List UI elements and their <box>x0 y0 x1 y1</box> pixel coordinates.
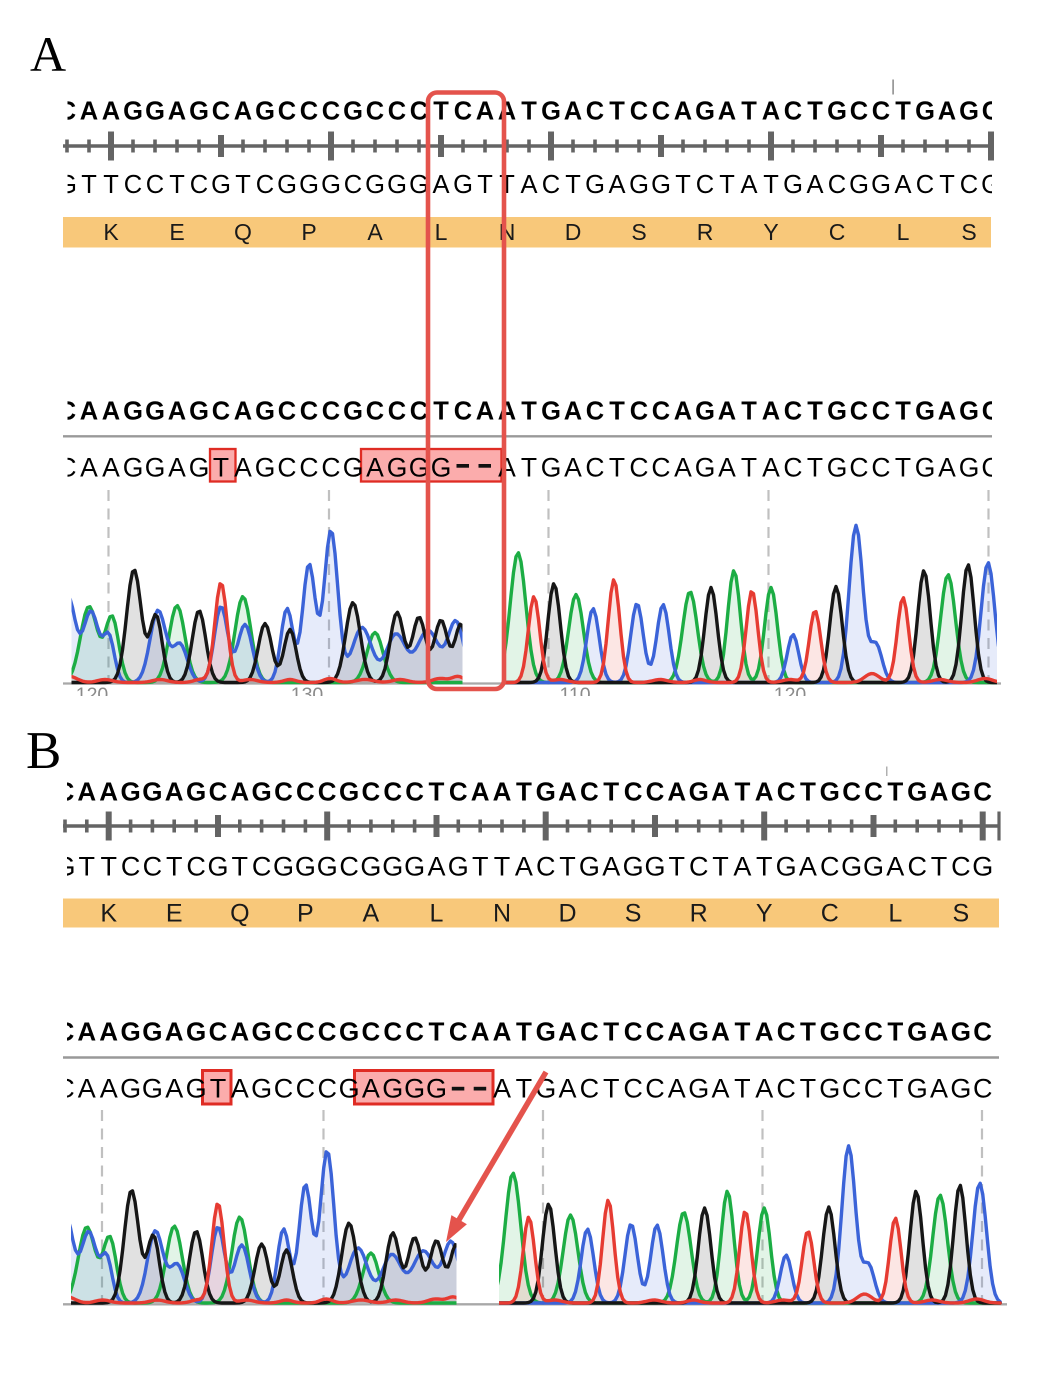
svg-text:GTTCCTCGTCGGGCGGGAGTTACTGAGGTC: GTTCCTCGTCGGGCGGGAGTTACTGAGGTCTATGACGGAC… <box>54 852 993 882</box>
svg-text:B: B <box>26 722 61 780</box>
svg-text:CAAGGAGCAGCCCGCCCTCAATGACTCCAG: CAAGGAGCAGCCCGCCCTCAATGACTCCAGATACTGCCTG… <box>58 398 1000 426</box>
svg-text:CAAGGAGCAGCCCGCCCTCAATGACTCCAG: CAAGGAGCAGCCCGCCCTCAATGACTCCAGATACTGCCTG… <box>58 98 1000 126</box>
svg-text:CAAGGAGCAGCCCGCCCTCAATGACTCCAG: CAAGGAGCAGCCCGCCCTCAATGACTCCAGATACTGCCTG… <box>56 1017 993 1047</box>
svg-text:CAAGGAGCAGCCCGCCCTCAATGACTCCAG: CAAGGAGCAGCCCGCCCTCAATGACTCCAGATACTGCCTG… <box>56 777 993 807</box>
svg-text:A: A <box>30 26 66 82</box>
svg-text:GTTCCTCGTCGGGCGGGAGTTACTGAGGTC: GTTCCTCGTCGGGCGGGAGTTACTGAGGTCTATGACGGAC… <box>57 171 1001 199</box>
